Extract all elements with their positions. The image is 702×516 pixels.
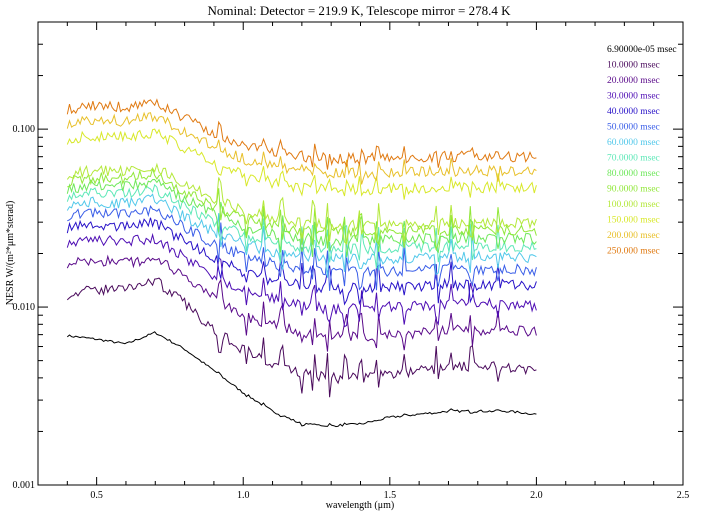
series-line [66, 183, 537, 269]
legend-entry: 30.0000 msec [607, 92, 660, 102]
series-line [66, 217, 537, 306]
axes: 0.5 1.0 1.5 2.0 2.5 0.001 0.010 0.100 [13, 21, 690, 501]
series-line [66, 128, 537, 200]
series-line [66, 98, 537, 170]
chart-title: Nominal: Detector = 219.9 K, Telescope m… [207, 3, 511, 18]
legend-entry: 70.0000 msec [607, 154, 660, 164]
legend: 6.90000e-05 msec 10.0000 msec 20.0000 msec… [607, 45, 677, 257]
y-tick-label: 0.001 [13, 480, 36, 491]
legend-entry: 90.0000 msec [607, 185, 660, 195]
x-tick-label: 2.0 [530, 490, 543, 501]
legend-entry: 10.0000 msec [607, 61, 660, 71]
x-tick-label: 1.0 [237, 490, 250, 501]
x-tick-label: 1.5 [384, 490, 397, 501]
legend-entry: 100.000 msec [607, 200, 660, 210]
series-line [66, 232, 537, 328]
x-axis-label: wavelength (μm) [326, 500, 394, 511]
series-line [66, 277, 537, 398]
x-tick-label: 2.5 [677, 490, 690, 501]
series-lines [66, 98, 537, 428]
series-line [66, 254, 537, 352]
series-line [66, 331, 537, 428]
y-tick-label: 0.100 [13, 124, 36, 135]
series-line [66, 178, 537, 258]
legend-entry: 40.0000 msec [607, 107, 660, 117]
series-line [67, 166, 537, 250]
legend-entry: 250.000 msec [607, 247, 660, 257]
legend-entry: 200.000 msec [607, 231, 660, 241]
x-tick-label: 0.5 [90, 490, 103, 501]
legend-entry: 20.0000 msec [607, 76, 660, 86]
legend-entry: 150.000 msec [607, 216, 660, 226]
legend-entry: 60.0000 msec [607, 138, 660, 148]
legend-entry: 80.0000 msec [607, 169, 660, 179]
legend-entry: 50.0000 msec [607, 123, 660, 133]
y-axis-label: NESR W/(m²*μm*sterad) [5, 201, 16, 306]
legend-entry: 6.90000e-05 msec [607, 45, 677, 55]
series-line [67, 205, 537, 291]
y-tick-label: 0.010 [13, 302, 36, 313]
series-line [66, 162, 537, 245]
series-line [66, 111, 537, 185]
